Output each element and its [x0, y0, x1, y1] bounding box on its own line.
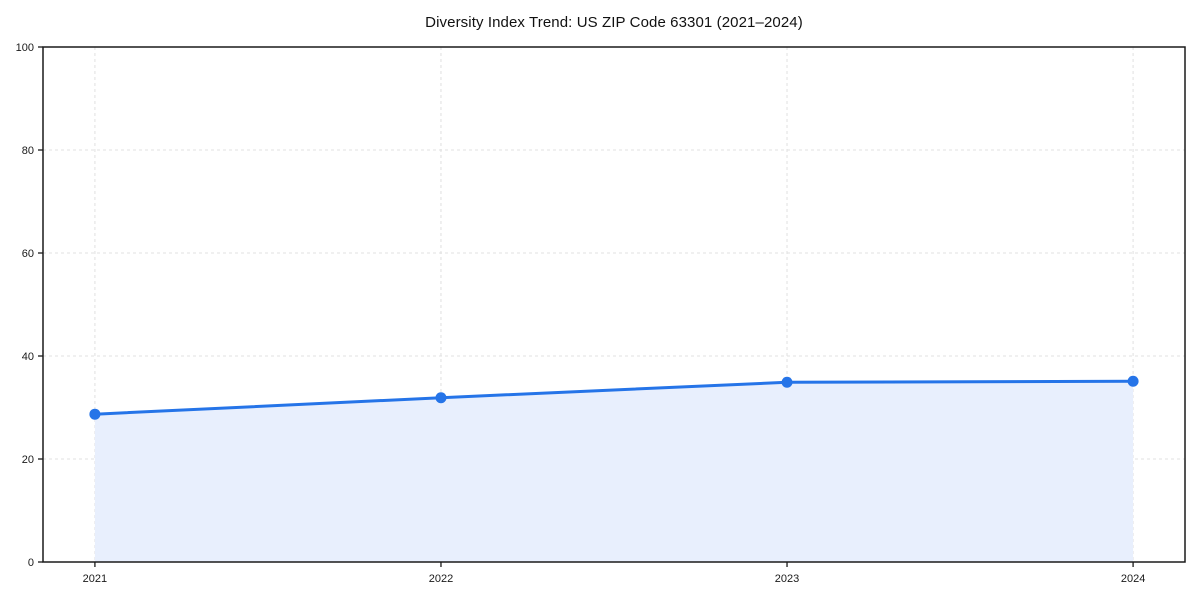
y-tick-label: 0	[28, 557, 34, 569]
series-area-fill	[94, 381, 1134, 562]
series-line	[93, 379, 1135, 416]
chart-title: Diversity Index Trend: US ZIP Code 63301…	[425, 14, 803, 31]
y-tick-label: 40	[22, 351, 34, 363]
data-point-marker	[89, 408, 101, 420]
y-tick-label: 20	[22, 454, 34, 466]
data-point-marker	[781, 376, 793, 388]
data-point-marker	[435, 392, 447, 404]
axes-box	[42, 46, 1186, 563]
x-tick-label: 2023	[775, 573, 799, 585]
x-tick-label: 2022	[429, 573, 453, 585]
y-tick-label: 80	[22, 145, 34, 157]
y-tick-label: 100	[16, 42, 34, 54]
y-tick-label: 60	[22, 248, 34, 260]
x-tick-label: 2021	[83, 573, 107, 585]
data-point-marker	[1127, 375, 1139, 387]
x-tick-label: 2024	[1121, 573, 1145, 585]
